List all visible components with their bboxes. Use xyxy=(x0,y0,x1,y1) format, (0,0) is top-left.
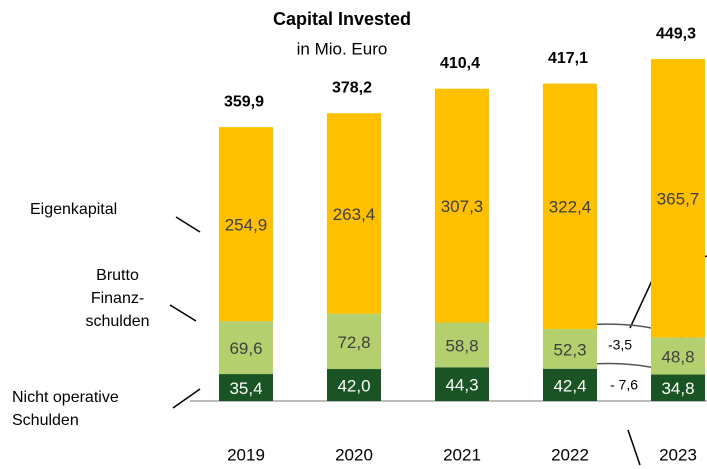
x-tick-label: 2022 xyxy=(551,445,589,464)
x-tick-label: 2021 xyxy=(443,445,481,464)
leader-line xyxy=(172,388,201,409)
bar-segment xyxy=(219,321,273,375)
value-label: 365,7 xyxy=(657,190,700,209)
leader-line xyxy=(627,429,641,466)
value-label: 307,3 xyxy=(441,197,484,216)
annotation-bg xyxy=(602,376,646,396)
bar-segment xyxy=(543,328,597,369)
value-label: 48,8 xyxy=(661,347,694,366)
legend-label: Brutto Finanz-schulden xyxy=(85,267,150,330)
total-label: 449,3 xyxy=(656,25,696,42)
x-tick-label: 2019 xyxy=(227,445,265,464)
bar-segment xyxy=(435,322,489,368)
legend-label: Nicht operative Schulden xyxy=(12,389,119,429)
bar-segment xyxy=(327,313,381,370)
bar-segment xyxy=(219,127,273,322)
bar-segment xyxy=(651,337,705,375)
leader-line xyxy=(169,304,197,322)
bar-segment xyxy=(651,374,705,401)
value-label: 34,8 xyxy=(661,379,694,398)
bar-segment xyxy=(327,369,381,401)
chart-subtitle: in Mio. Euro xyxy=(297,39,388,58)
value-label: 322,4 xyxy=(549,198,592,217)
bar-segment xyxy=(327,113,381,314)
value-label: 42,4 xyxy=(553,376,586,395)
bar-segment xyxy=(543,83,597,329)
annotation: - 7,6 xyxy=(610,377,638,393)
value-label: 72,8 xyxy=(337,333,370,352)
annotation-bg xyxy=(602,336,638,356)
bar-segment xyxy=(219,374,273,401)
bar-segment xyxy=(651,59,705,338)
value-label: 263,4 xyxy=(333,205,376,224)
bar-segment xyxy=(435,88,489,323)
value-label: 69,6 xyxy=(229,339,262,358)
annotation: -3,5 xyxy=(608,337,632,353)
value-label: 58,8 xyxy=(445,336,478,355)
value-label: 52,3 xyxy=(553,340,586,359)
x-tick-label: 2020 xyxy=(335,445,373,464)
legend-label: Eigenkapital xyxy=(30,201,118,218)
x-tick-label: 2023 xyxy=(659,445,697,464)
value-label: 42,0 xyxy=(337,377,370,396)
total-label: 410,4 xyxy=(440,55,480,72)
value-label: 254,9 xyxy=(225,216,268,235)
bar-segment xyxy=(435,367,489,401)
total-label: 359,9 xyxy=(224,93,264,110)
value-label: 44,3 xyxy=(445,376,478,395)
chart-title: Capital Invested xyxy=(273,9,411,29)
total-label: 417,1 xyxy=(548,50,588,67)
value-label: 35,4 xyxy=(229,379,262,398)
leader-line xyxy=(175,216,201,233)
bar-segment xyxy=(543,368,597,401)
total-label: 378,2 xyxy=(332,79,372,96)
